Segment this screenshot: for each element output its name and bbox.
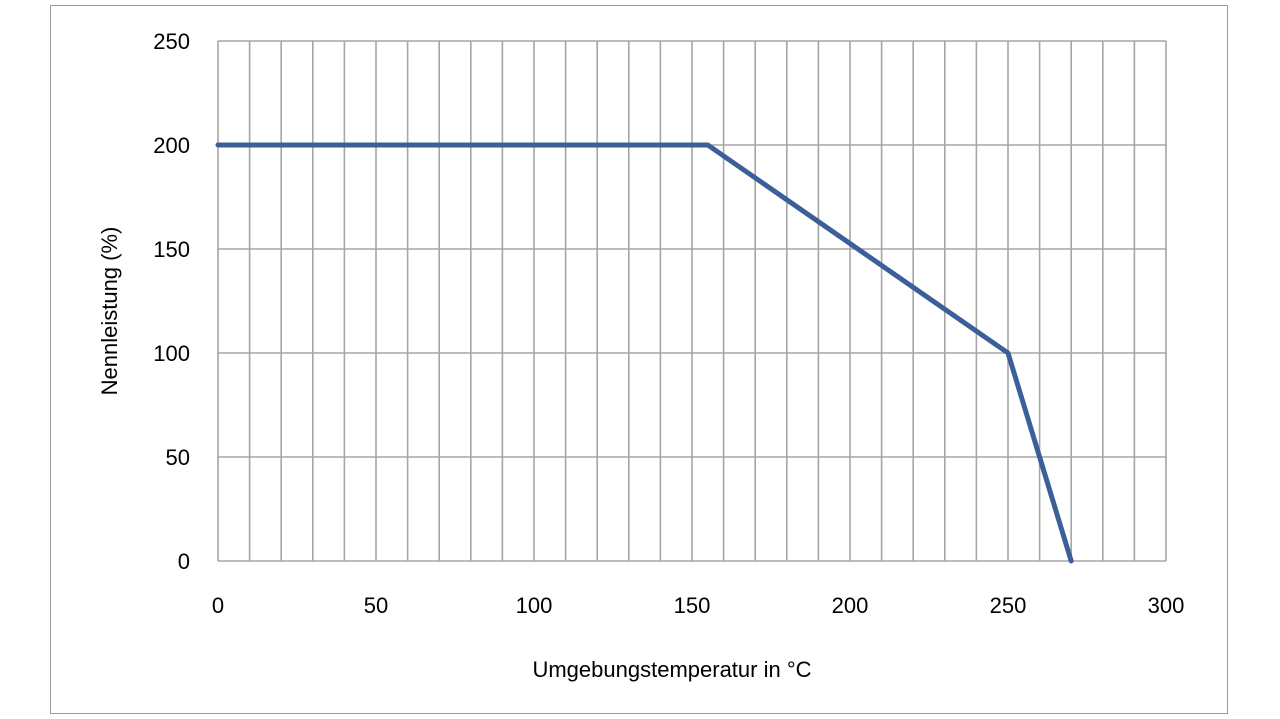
y-tick-label: 200 (153, 133, 190, 158)
x-tick-label: 100 (516, 593, 553, 618)
series-layer (215, 142, 1074, 564)
y-tick-labels: 0 50 100 150 200 250 (153, 29, 190, 574)
y-axis-title: Nennleistung (%) (97, 227, 122, 396)
grid (217, 40, 1167, 562)
x-tick-label: 300 (1148, 593, 1185, 618)
x-tick-label: 250 (990, 593, 1027, 618)
x-tick-labels: 0 50 100 150 200 250 300 (212, 593, 1184, 618)
x-axis-title: Umgebungstemperatur in °C (532, 657, 811, 682)
chart-frame (50, 5, 1228, 714)
x-tick-label: 200 (832, 593, 869, 618)
x-tick-label: 0 (212, 593, 224, 618)
x-tick-label: 150 (674, 593, 711, 618)
y-tick-label: 150 (153, 237, 190, 262)
y-tick-label: 100 (153, 341, 190, 366)
y-tick-label: 50 (166, 445, 190, 470)
y-tick-label: 250 (153, 29, 190, 54)
x-tick-label: 50 (364, 593, 388, 618)
y-tick-label: 0 (178, 549, 190, 574)
series-line (215, 142, 1074, 564)
